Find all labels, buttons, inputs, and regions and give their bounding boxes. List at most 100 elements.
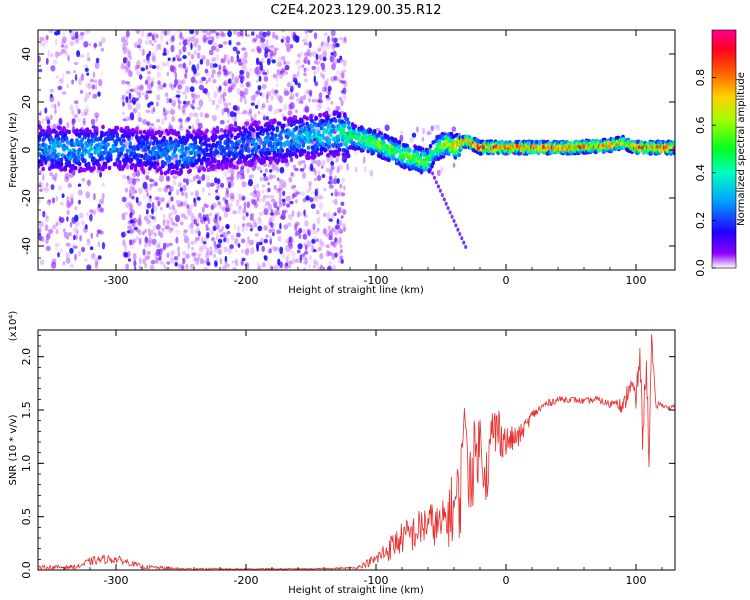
spectrogram-cell — [215, 212, 220, 218]
spectrogram-cell — [254, 142, 259, 147]
spectrogram-cell — [92, 71, 96, 78]
spectrogram-cell — [232, 267, 237, 270]
spectrogram-cell — [292, 192, 298, 198]
spectrogram-cell — [303, 267, 307, 270]
spectrogram-cell — [297, 143, 302, 148]
spectrogram-cell — [293, 115, 298, 120]
spectrogram-cell — [452, 162, 456, 168]
spectrogram-cell — [226, 176, 232, 185]
spectrogram-cell — [197, 157, 201, 162]
spectrogram-cell — [211, 166, 216, 172]
spectrogram-cell — [274, 163, 279, 171]
spectrogram-cell — [174, 71, 177, 80]
spectrogram-cell — [194, 151, 199, 156]
spectrogram-cell — [191, 252, 196, 257]
spectrogram-cell — [148, 183, 153, 191]
spectrogram-cell — [167, 221, 171, 226]
spectrogram-cell — [159, 207, 163, 211]
spectrogram-cell — [323, 188, 327, 192]
spectrogram-cell — [151, 141, 156, 146]
spectrogram-cell — [170, 196, 174, 202]
spectrogram-cell — [50, 53, 54, 58]
spectrogram-cell — [145, 139, 149, 145]
spectrogram-cell — [208, 77, 211, 83]
spectrogram-cell — [276, 158, 281, 163]
spectrogram-cell — [297, 53, 301, 58]
spectrogram-cell — [229, 133, 234, 138]
spectrogram-cell — [123, 39, 129, 47]
spectrogram-cell — [263, 204, 267, 210]
spectrogram-cell — [321, 174, 326, 178]
spectrogram-cell — [146, 202, 152, 209]
spectrogram-cell — [256, 183, 259, 189]
spectrogram-cell — [138, 159, 143, 164]
spectrogram-cell — [177, 97, 181, 104]
spectrogram-cell — [71, 118, 77, 124]
spectrogram-cell — [302, 149, 307, 154]
spectrogram-cell — [182, 257, 186, 265]
spectrogram-cell — [55, 51, 59, 59]
spectrogram-cell — [162, 218, 166, 227]
spectrogram-cell — [316, 65, 320, 73]
spectrogram-cell — [138, 46, 142, 52]
spectrogram-cell — [276, 61, 282, 67]
spectrogram-cell — [219, 244, 223, 252]
spectrogram-cell — [184, 94, 188, 100]
spectrogram-cell — [127, 50, 132, 58]
spectrogram-cell — [207, 192, 211, 196]
spectrogram-cell — [189, 212, 195, 218]
spectrogram-cell — [123, 65, 129, 70]
spectrogram-cell — [164, 219, 170, 224]
spectrogram-cell — [257, 265, 262, 270]
spectrogram-cell — [271, 126, 276, 132]
spectrogram-cell — [285, 244, 291, 252]
spectrogram-cell — [300, 191, 305, 196]
spectrogram-cell — [89, 214, 93, 222]
spectrogram-cell — [257, 99, 261, 106]
spectrogram-cell — [254, 147, 259, 152]
spectrogram-cell — [325, 232, 329, 238]
spectrogram-cell — [246, 81, 252, 88]
spectrogram-cell — [268, 160, 273, 165]
spectrogram-cell — [163, 107, 166, 113]
spectrogram-cell — [84, 67, 89, 72]
spectrogram-cell — [121, 95, 124, 102]
spectrogram-cell — [101, 124, 105, 130]
spectrogram-cell — [304, 104, 308, 109]
spectrogram-cell — [70, 138, 74, 143]
spectrogram-cell — [278, 184, 284, 190]
spectrogram-cell — [109, 157, 113, 162]
spectrogram-cell — [149, 195, 152, 199]
spectrogram-cell — [266, 147, 270, 152]
spectrogram-cell — [234, 238, 239, 245]
spectrogram-cell — [332, 178, 338, 185]
spectrogram-cell — [411, 132, 417, 138]
spectrogram-cell — [38, 197, 41, 205]
spectrogram-cell — [336, 151, 341, 157]
spectrogram-cell — [245, 33, 251, 38]
spectrogram-cell — [69, 40, 75, 47]
spectrogram-cell — [339, 255, 344, 261]
spectrogram-cell — [242, 223, 246, 227]
spectrogram-cell — [219, 204, 222, 210]
spectrogram-cell — [275, 246, 280, 251]
spectrogram-cell — [319, 43, 324, 51]
spectrogram-cell — [65, 257, 71, 264]
spectrogram-cell — [251, 94, 256, 99]
spectrogram-cell — [39, 110, 42, 117]
spectrogram-cell — [224, 199, 229, 205]
spectrogram-cell — [162, 112, 168, 117]
spectrogram-cell — [235, 165, 239, 170]
spectrogram-cell — [273, 47, 280, 51]
spectrogram-cell — [292, 74, 297, 81]
spectrogram-cell — [118, 160, 122, 165]
spectrogram-cell — [248, 239, 254, 246]
spectrogram-cell — [181, 78, 186, 85]
spectrogram-cell — [271, 198, 276, 202]
spectrogram-cell — [50, 104, 55, 109]
spectrogram-cell — [216, 258, 219, 263]
spectrogram-cell — [303, 56, 309, 64]
spectrogram-cell — [236, 87, 241, 95]
spectrogram-cell — [201, 236, 204, 244]
spectrogram-cell — [272, 232, 275, 237]
